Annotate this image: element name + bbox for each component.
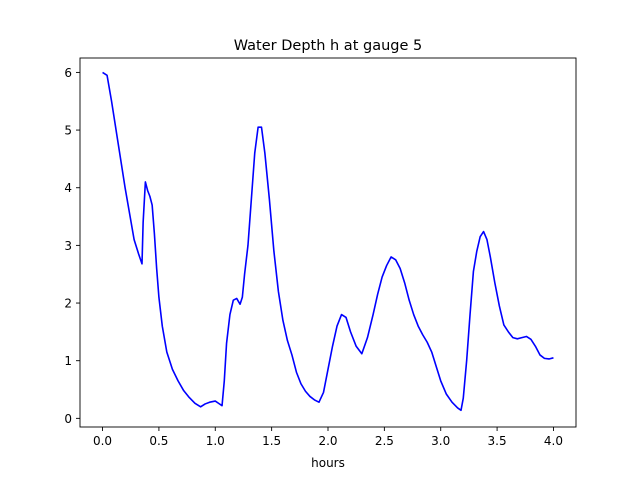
y-tick-label: 6 [64, 66, 72, 80]
x-tick-label: 0.0 [93, 434, 112, 448]
x-tick-label: 2.0 [318, 434, 337, 448]
y-tick-label: 5 [64, 124, 72, 138]
y-tick-label: 0 [64, 412, 72, 426]
x-tick-label: 2.5 [375, 434, 394, 448]
plot-area: 0.0 0.5 1.0 1.5 2.0 2.5 3.0 3.5 4.0 0 1 2 3 4 5 6 [64, 57, 577, 448]
x-axis-label: hours [311, 456, 345, 470]
x-tick-label: 1.5 [262, 434, 281, 448]
x-tick-label: 3.0 [431, 434, 450, 448]
x-tick-label: 0.5 [149, 434, 168, 448]
y-tick-label: 4 [64, 181, 72, 195]
x-tick-label: 1.0 [206, 434, 225, 448]
y-tick-label: 3 [64, 239, 72, 253]
series-line-0 [102, 71, 554, 412]
y-tick-label: 1 [64, 354, 72, 368]
x-tick-label: 3.5 [488, 434, 507, 448]
y-tick-label: 2 [64, 297, 72, 311]
chart-title: Water Depth h at gauge 5 [234, 38, 422, 54]
x-tick-label: 4.0 [544, 434, 563, 448]
